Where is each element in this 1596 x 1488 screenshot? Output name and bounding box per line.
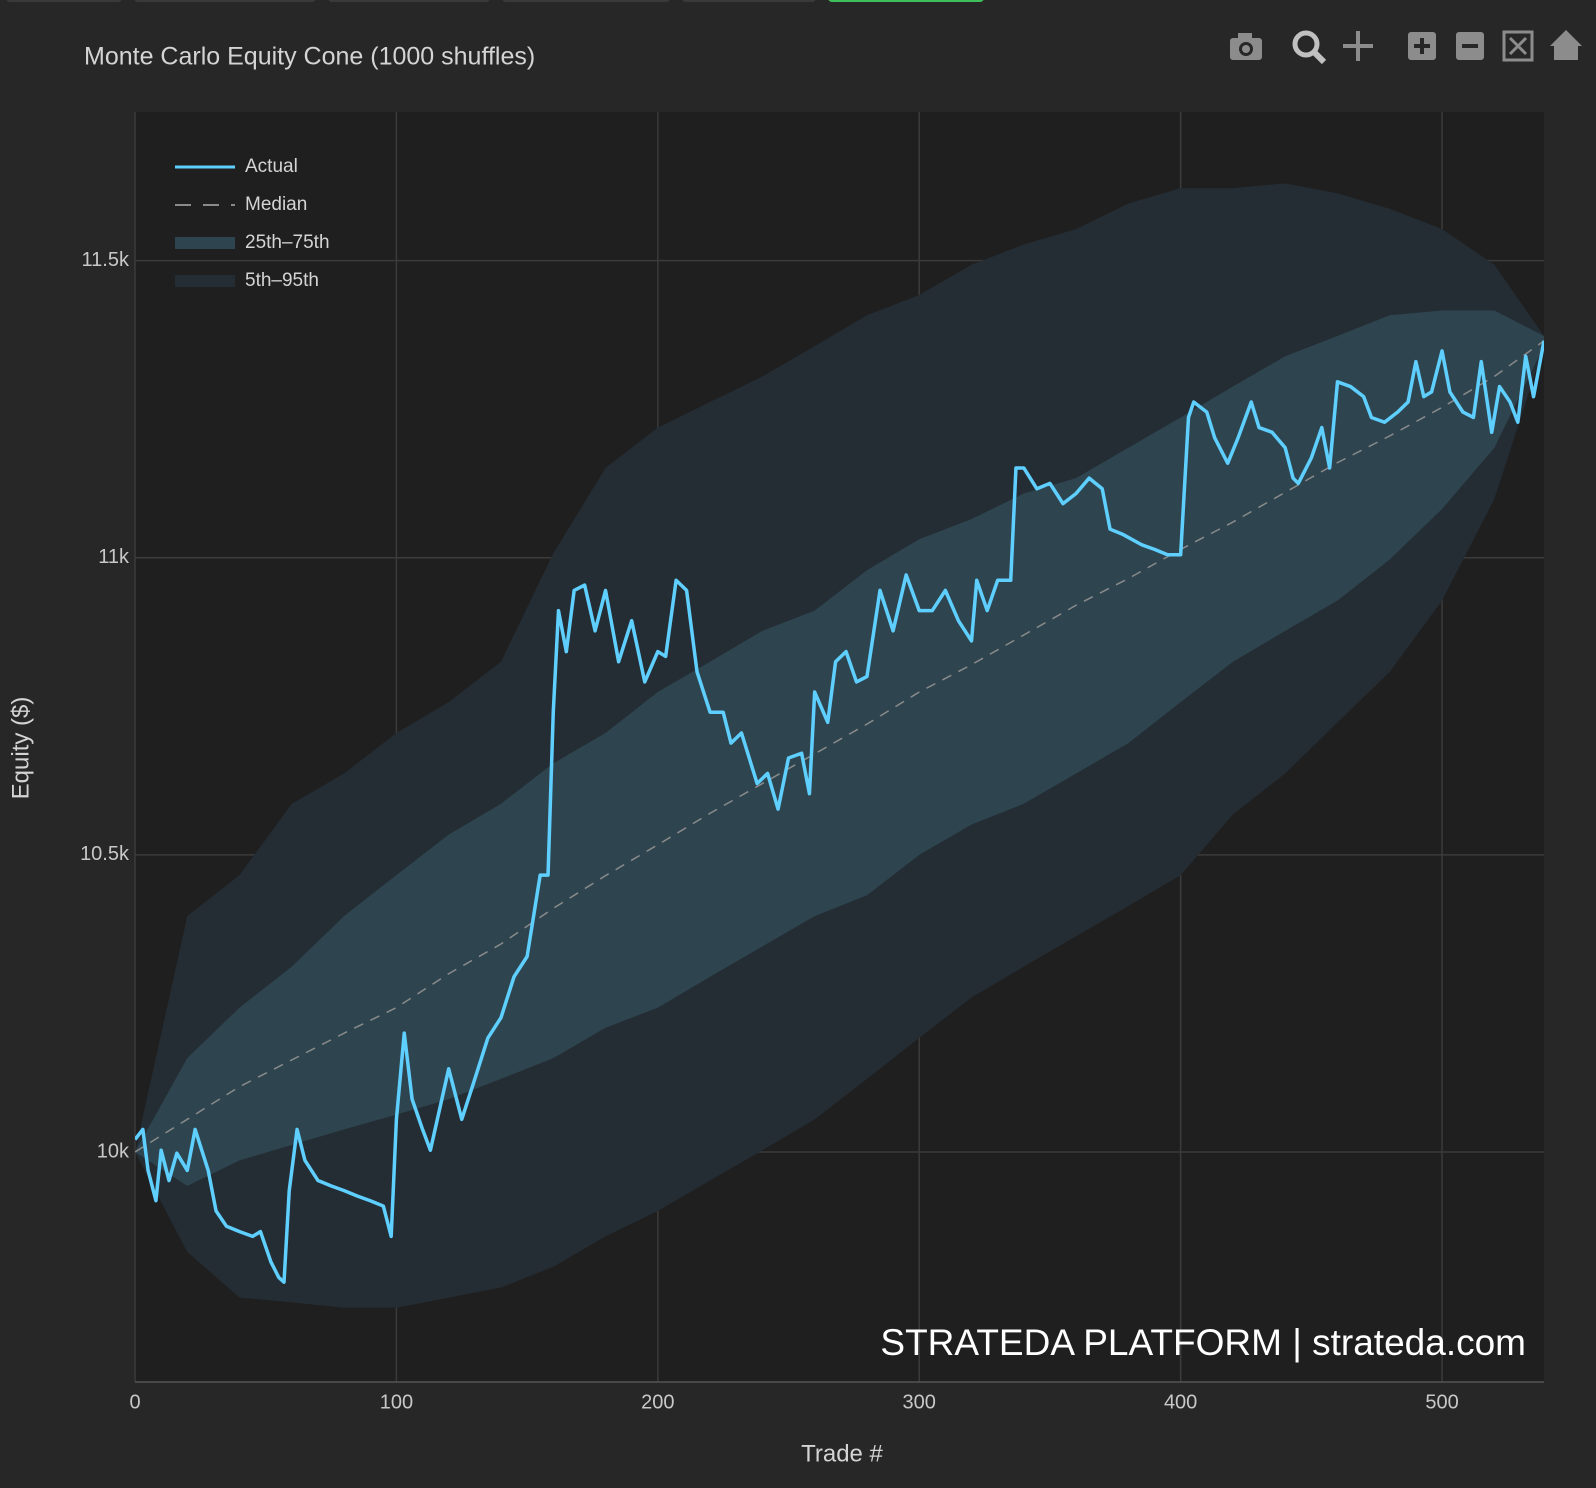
plot-content [135,183,1544,1308]
y-axis-title: Equity ($) [7,697,34,800]
tab[interactable] [502,0,670,2]
y-tick-label: 11k [98,546,130,568]
y-tick-label: 10k [97,1140,130,1162]
tabs [6,0,984,2]
tab[interactable] [682,0,816,2]
x-tick-label: 500 [1425,1391,1458,1413]
y-tick-label: 11.5k [82,249,130,271]
tab[interactable] [134,0,316,2]
legend-label: Actual [245,156,298,177]
x-tick-label: 400 [1164,1391,1197,1413]
chart-title: Monte Carlo Equity Cone (1000 shuffles) [84,43,535,71]
x-tick-label: 300 [903,1391,936,1413]
legend-label: 25th–75th [245,232,330,253]
x-tick-label: 100 [380,1391,413,1413]
band-area [135,310,1544,1186]
tab[interactable] [328,0,490,2]
autoscale-icon[interactable] [1502,30,1534,62]
series-line [135,340,1544,1284]
legend-swatch [175,237,235,249]
zoom-icon[interactable] [1292,30,1327,65]
x-tick-label: 0 [129,1391,140,1413]
zoom-in-icon[interactable] [1408,32,1436,60]
home-icon[interactable] [1550,30,1582,60]
tab[interactable] [6,0,122,2]
legend: Actual Median 25th–75th 5th–95th [175,156,330,291]
x-axis-title: Trade # [801,1440,883,1467]
zoom-out-icon[interactable] [1456,32,1484,60]
watermark: STRATEDA PLATFORM | strateda.com [880,1322,1526,1363]
tab-active[interactable] [828,0,984,2]
series-line [135,340,1544,1153]
x-tick-label: 200 [641,1391,674,1413]
pan-icon[interactable] [1343,31,1373,61]
legend-label: 5th–95th [245,270,319,291]
camera-icon[interactable] [1230,33,1262,60]
legend-label: Median [245,194,307,215]
legend-swatch [175,275,235,287]
y-tick-label: 10.5k [80,843,130,865]
toolbar [1230,30,1582,65]
